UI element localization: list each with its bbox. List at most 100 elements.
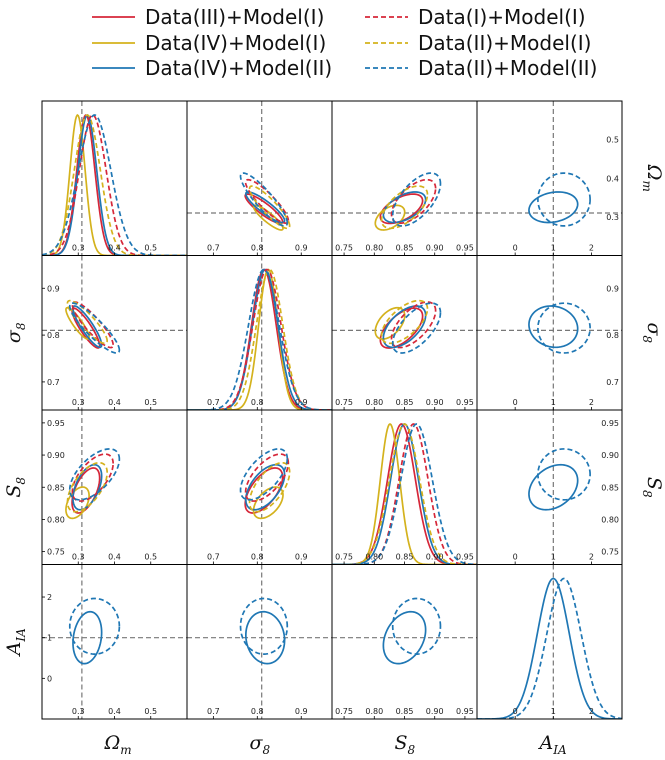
y-tick-label: 0.7 [47, 378, 60, 387]
x-tick-label: 0 [513, 707, 518, 716]
x-tick-label: 0.4 [108, 707, 121, 716]
y-tick-label: 0.90 [47, 451, 65, 460]
panel-2-1: 0.7 0.8 0.9 [186, 409, 333, 565]
contour-S8-s8-0 [379, 307, 424, 349]
panel-0-1: 0.7 0.8 0.9 [186, 100, 333, 256]
x-tick-label: 2 [589, 398, 594, 407]
x-axis-label-Om: Ωm [104, 732, 132, 757]
marginal-Om-3 [42, 114, 187, 256]
x-axis-label-S8: S8 [395, 732, 416, 757]
y-tick-label: 0.85 [47, 483, 65, 492]
marginal-AIA-2 [477, 577, 622, 719]
legend: Data(III)+Model(I)Data(IV)+Model(I)Data(… [92, 5, 597, 80]
x-tick-label: 0.8 [251, 244, 264, 253]
panel-2-3: 0 1 2 0.95 0.90 0.85 0.80 0.75 [476, 409, 623, 565]
marginal-Om-2 [42, 113, 187, 256]
y-axis-label-s8: σ8 [3, 322, 28, 343]
contour-s8-Om-2 [244, 191, 286, 224]
right-tick-label: 0.95 [601, 419, 619, 428]
marginal-Om-1 [42, 113, 187, 256]
x-tick-label: 2 [589, 244, 594, 253]
x-tick-label: 0.4 [108, 553, 121, 562]
x-tick-label: 0.90 [426, 707, 444, 716]
x-tick-label: 0 [513, 553, 518, 562]
contour-Om-AIA-2 [72, 610, 103, 665]
panel-frame [186, 409, 333, 565]
x-tick-label: 0.95 [456, 398, 474, 407]
x-tick-label: 1 [551, 707, 556, 716]
x-tick-label: 0.75 [335, 553, 353, 562]
x-tick-label: 0.3 [72, 707, 85, 716]
y-tick-label: 2 [47, 593, 52, 602]
contour-S8-Om-0 [379, 193, 424, 225]
marginal-s8-3 [187, 268, 332, 410]
x-tick-label: 2 [589, 553, 594, 562]
x-tick-label: 0.90 [426, 398, 444, 407]
x-tick-label: 0.95 [456, 244, 474, 253]
panel-3-2: 0.75 0.80 0.85 0.90 0.95 [331, 564, 478, 720]
x-tick-label: 0.9 [295, 707, 308, 716]
x-tick-label: 2 [589, 707, 594, 716]
y-axis-label-S8: S8 [3, 477, 28, 498]
x-tick-label: 0.75 [335, 398, 353, 407]
contour-s8-S8-4 [248, 461, 291, 513]
contour-AIA-Om-2 [528, 191, 579, 224]
contour-S8-AIA-2 [382, 610, 427, 665]
contour-S8-Om-3 [390, 178, 437, 224]
x-tick-label: 0.90 [426, 244, 444, 253]
x-tick-label: 0.9 [295, 244, 308, 253]
x-tick-label: 0.75 [335, 244, 353, 253]
marginal-S8-3 [332, 423, 477, 565]
contour-S8-s8-4 [380, 299, 429, 345]
contour-S8-Om-1 [374, 204, 406, 231]
right-tick-label: 0.90 [601, 451, 619, 460]
x-tick-label: 0.85 [396, 553, 414, 562]
contour-Om-s8-1 [65, 306, 90, 340]
panel-3-1: 0.7 0.8 0.9 [186, 564, 333, 720]
panel-0-0: 0.3 0.4 0.5 [41, 100, 188, 256]
panel-2-0: 0.3 0.4 0.5 0.75 0.80 0.85 0.90 0.95 [41, 409, 188, 565]
panel-frame [186, 100, 333, 256]
y-tick-label: 0.80 [47, 515, 65, 524]
contour-s8-Om-3 [244, 178, 290, 225]
contour-s8-AIA-2 [244, 610, 286, 665]
contour-s8-S8-5 [239, 448, 289, 501]
contour-Om-S8-2 [72, 463, 103, 511]
x-tick-label: 1 [551, 553, 556, 562]
right-tick-label: 0.3 [606, 213, 619, 222]
contour-S8-s8-5 [391, 302, 442, 354]
right-tick-label: 0.4 [606, 174, 619, 183]
right-axis-label-s8: σ8 [640, 322, 665, 343]
x-tick-label: 1 [551, 398, 556, 407]
panel-frame [331, 100, 478, 256]
panel-frame [331, 564, 478, 720]
right-tick-label: 0.8 [606, 331, 619, 340]
marginal-Om-0 [42, 114, 187, 256]
right-tick-label: 0.7 [606, 378, 619, 387]
legend-label-2: Data(IV)+Model(II) [145, 56, 332, 80]
x-tick-label: 0.80 [365, 553, 383, 562]
marginal-Om-4 [42, 114, 187, 256]
x-tick-label: 0.3 [72, 553, 85, 562]
contour-AIA-s8-5 [537, 302, 591, 354]
marginal-AIA-5 [477, 577, 622, 719]
panel-1-0: 0.3 0.4 0.5 0.7 0.8 0.9 [41, 255, 188, 411]
contour-Om-s8-4 [66, 299, 109, 345]
x-tick-label: 0.7 [207, 398, 220, 407]
x-tick-label: 0.3 [72, 398, 85, 407]
x-axis-label-s8: σ8 [250, 732, 271, 757]
panel-frame [476, 564, 623, 720]
x-tick-label: 0.5 [144, 244, 157, 253]
panel-frame [476, 255, 623, 411]
x-tick-label: 0.5 [144, 398, 157, 407]
contour-AIA-S8-5 [537, 448, 591, 501]
x-tick-label: 0.9 [295, 553, 308, 562]
x-tick-label: 0.4 [108, 244, 121, 253]
x-tick-label: 0.80 [365, 398, 383, 407]
legend-label-0: Data(III)+Model(I) [145, 5, 324, 29]
y-tick-label: 0.8 [47, 331, 60, 340]
panel-1-3: 0 1 2 0.9 0.8 0.7 [476, 255, 623, 411]
panels: 0.3 0.4 0.5 0.7 0.8 0.9 0.75 0.80 0.85 0.90 0.95 0 1… [41, 100, 623, 720]
contour-s8-Om-1 [252, 204, 284, 231]
